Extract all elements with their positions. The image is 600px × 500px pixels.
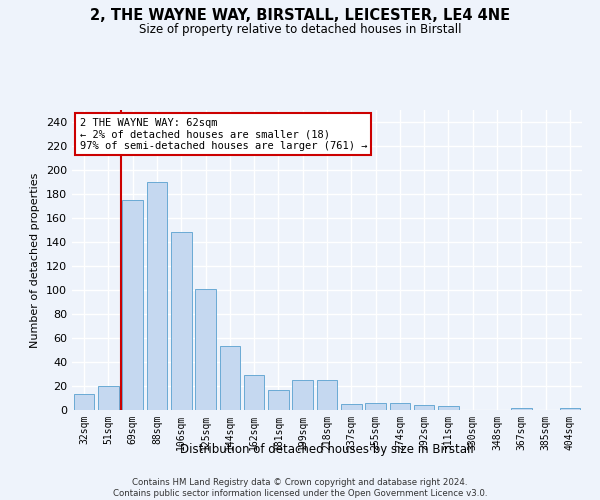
Bar [511,408,532,410]
Bar [195,289,216,410]
Bar [268,390,289,410]
Text: Size of property relative to detached houses in Birstall: Size of property relative to detached ho… [139,22,461,36]
Bar [74,394,94,410]
Text: 2, THE WAYNE WAY, BIRSTALL, LEICESTER, LE4 4NE: 2, THE WAYNE WAY, BIRSTALL, LEICESTER, L… [90,8,510,22]
Bar [220,346,240,410]
Bar [146,182,167,410]
Bar [171,232,191,410]
Bar [389,403,410,410]
Bar [122,200,143,410]
Bar [341,404,362,410]
Y-axis label: Number of detached properties: Number of detached properties [31,172,40,348]
Text: Distribution of detached houses by size in Birstall: Distribution of detached houses by size … [180,442,474,456]
Bar [292,380,313,410]
Bar [98,386,119,410]
Bar [414,405,434,410]
Bar [365,403,386,410]
Text: Contains HM Land Registry data © Crown copyright and database right 2024.
Contai: Contains HM Land Registry data © Crown c… [113,478,487,498]
Bar [317,380,337,410]
Bar [438,406,459,410]
Bar [560,408,580,410]
Text: 2 THE WAYNE WAY: 62sqm
← 2% of detached houses are smaller (18)
97% of semi-deta: 2 THE WAYNE WAY: 62sqm ← 2% of detached … [80,118,367,150]
Bar [244,375,265,410]
